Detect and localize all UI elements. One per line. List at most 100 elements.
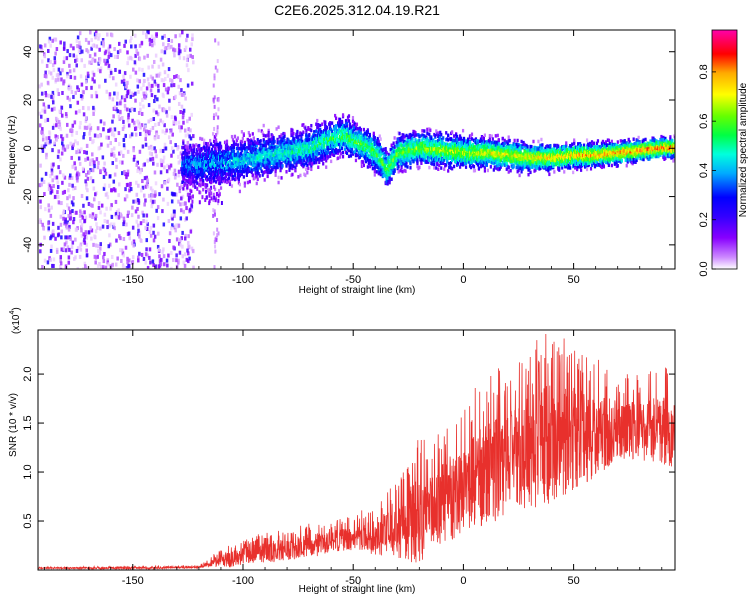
spectrogram-cell: [53, 60, 57, 65]
spectrogram-cell: [76, 35, 80, 40]
spectrogram-cell: [177, 199, 180, 204]
spectrogram-cell: [400, 144, 403, 148]
spectrogram-cell: [90, 59, 94, 64]
spectrogram-cell: [191, 33, 194, 38]
spectrogram-cell: [107, 54, 111, 59]
spectrogram-cell: [57, 200, 61, 205]
spectrogram-cell: [295, 139, 298, 144]
spectrogram-cell: [63, 147, 67, 152]
spectrogram-cell: [126, 172, 130, 177]
spectrogram-cell: [70, 132, 74, 137]
spectrogram-cell: [75, 173, 79, 178]
spectrogram-cell: [236, 173, 240, 178]
spectrogram-cell: [101, 155, 105, 160]
spectrogram-cell: [154, 149, 157, 154]
spectrogram-cell: [213, 95, 216, 100]
spectrogram-cell: [97, 161, 100, 166]
spectrogram-cell: [166, 201, 170, 206]
spectrogram-cell: [174, 94, 177, 99]
spectrogram-cell: [124, 187, 127, 192]
spectrogram-cell: [47, 58, 50, 63]
spectrogram-cell: [92, 160, 96, 165]
spectrogram-cell: [238, 174, 241, 178]
spectrogram-cell: [41, 127, 44, 132]
spectrogram-cell: [203, 142, 206, 146]
spectrogram-cell: [188, 47, 192, 52]
spectrogram-cell: [187, 234, 190, 239]
spectrogram-cell: [211, 177, 214, 182]
spectrogram-cell: [171, 216, 174, 221]
spectrogram-cell: [217, 201, 220, 206]
spectrogram-cell: [46, 80, 50, 85]
spectrogram-cell: [129, 55, 132, 60]
spectrogram-cell: [292, 132, 295, 136]
spectrogram-cell: [155, 73, 159, 78]
spectrogram-cell: [118, 234, 121, 239]
spectrogram-cell: [310, 167, 313, 172]
spectrogram-cell: [278, 153, 281, 158]
spectrogram-cell: [212, 208, 215, 213]
spectrogram-cell: [49, 71, 53, 76]
spectrogram-cell: [214, 163, 217, 167]
spectrogram-cell: [232, 142, 236, 147]
spectrogram-cell: [145, 34, 148, 39]
spectrogram-cell: [159, 257, 163, 262]
spectrogram-cell: [415, 133, 418, 137]
spectrogram-cell: [217, 98, 220, 103]
spectrogram-cell: [366, 165, 369, 169]
spectrogram-cell: [227, 168, 231, 173]
spectrogram-cell: [156, 205, 160, 210]
spectrogram-cell: [56, 117, 60, 122]
spectrogram-cell: [232, 145, 236, 150]
spectrogram-cell: [285, 170, 288, 174]
spectrogram-cell: [43, 105, 47, 110]
spectrogram-cell: [331, 129, 334, 134]
spectrogram-heatmap: [38, 30, 675, 269]
spectrogram-cell: [324, 120, 327, 125]
spectrogram-cell: [374, 139, 377, 143]
spectrogram-cell: [66, 196, 69, 201]
spectrogram-cell: [182, 108, 186, 113]
spectrogram-cell: [321, 122, 324, 126]
spectrogram-cell: [145, 247, 148, 252]
spectrogram-cell: [172, 96, 176, 101]
spectrogram-cell: [263, 160, 266, 165]
spectrogram-cell: [74, 237, 77, 242]
spectrogram-cell: [277, 180, 280, 185]
spectrogram-cell: [324, 123, 327, 127]
spectrogram-cell: [146, 222, 149, 227]
spectrogram-cell: [67, 188, 70, 193]
spectrogram-cell: [208, 144, 211, 148]
spectrogram-cell: [165, 258, 169, 263]
spectrogram-cell: [411, 136, 414, 141]
spectrogram-cell: [52, 68, 56, 73]
spectrogram-cell: [305, 128, 308, 133]
spectrogram-cell: [82, 203, 85, 208]
spectrogram-cell: [168, 106, 171, 111]
spectrogram-cell: [409, 166, 412, 170]
spectrogram-cell: [266, 170, 269, 174]
spectrogram-cell: [240, 130, 243, 134]
spectrogram-cell: [48, 184, 52, 189]
spectrogram-cell: [99, 57, 102, 62]
spectrogram-cell: [116, 54, 119, 59]
spectrogram-cell: [224, 147, 228, 151]
spectrogram-cell: [149, 225, 153, 230]
spectrogram-cell: [84, 119, 88, 124]
spectrogram-cell: [126, 260, 129, 265]
spectrogram-cell: [268, 164, 271, 169]
spectrogram-cell: [165, 110, 168, 115]
spectrogram-cell: [154, 181, 158, 186]
spectrogram-cell: [318, 151, 321, 156]
spectrogram-cell: [58, 109, 61, 114]
spectrogram-cell: [49, 174, 52, 179]
spectrogram-cell: [78, 44, 81, 49]
spectrogram-cell: [188, 147, 191, 152]
spectrogram-cell: [283, 134, 286, 139]
spectrogram-cell: [162, 78, 165, 83]
spectrogram-cell: [179, 208, 183, 213]
spectrogram-cell: [341, 113, 345, 117]
spectrogram-cell: [54, 116, 58, 121]
spectrogram-cell: [58, 170, 62, 175]
